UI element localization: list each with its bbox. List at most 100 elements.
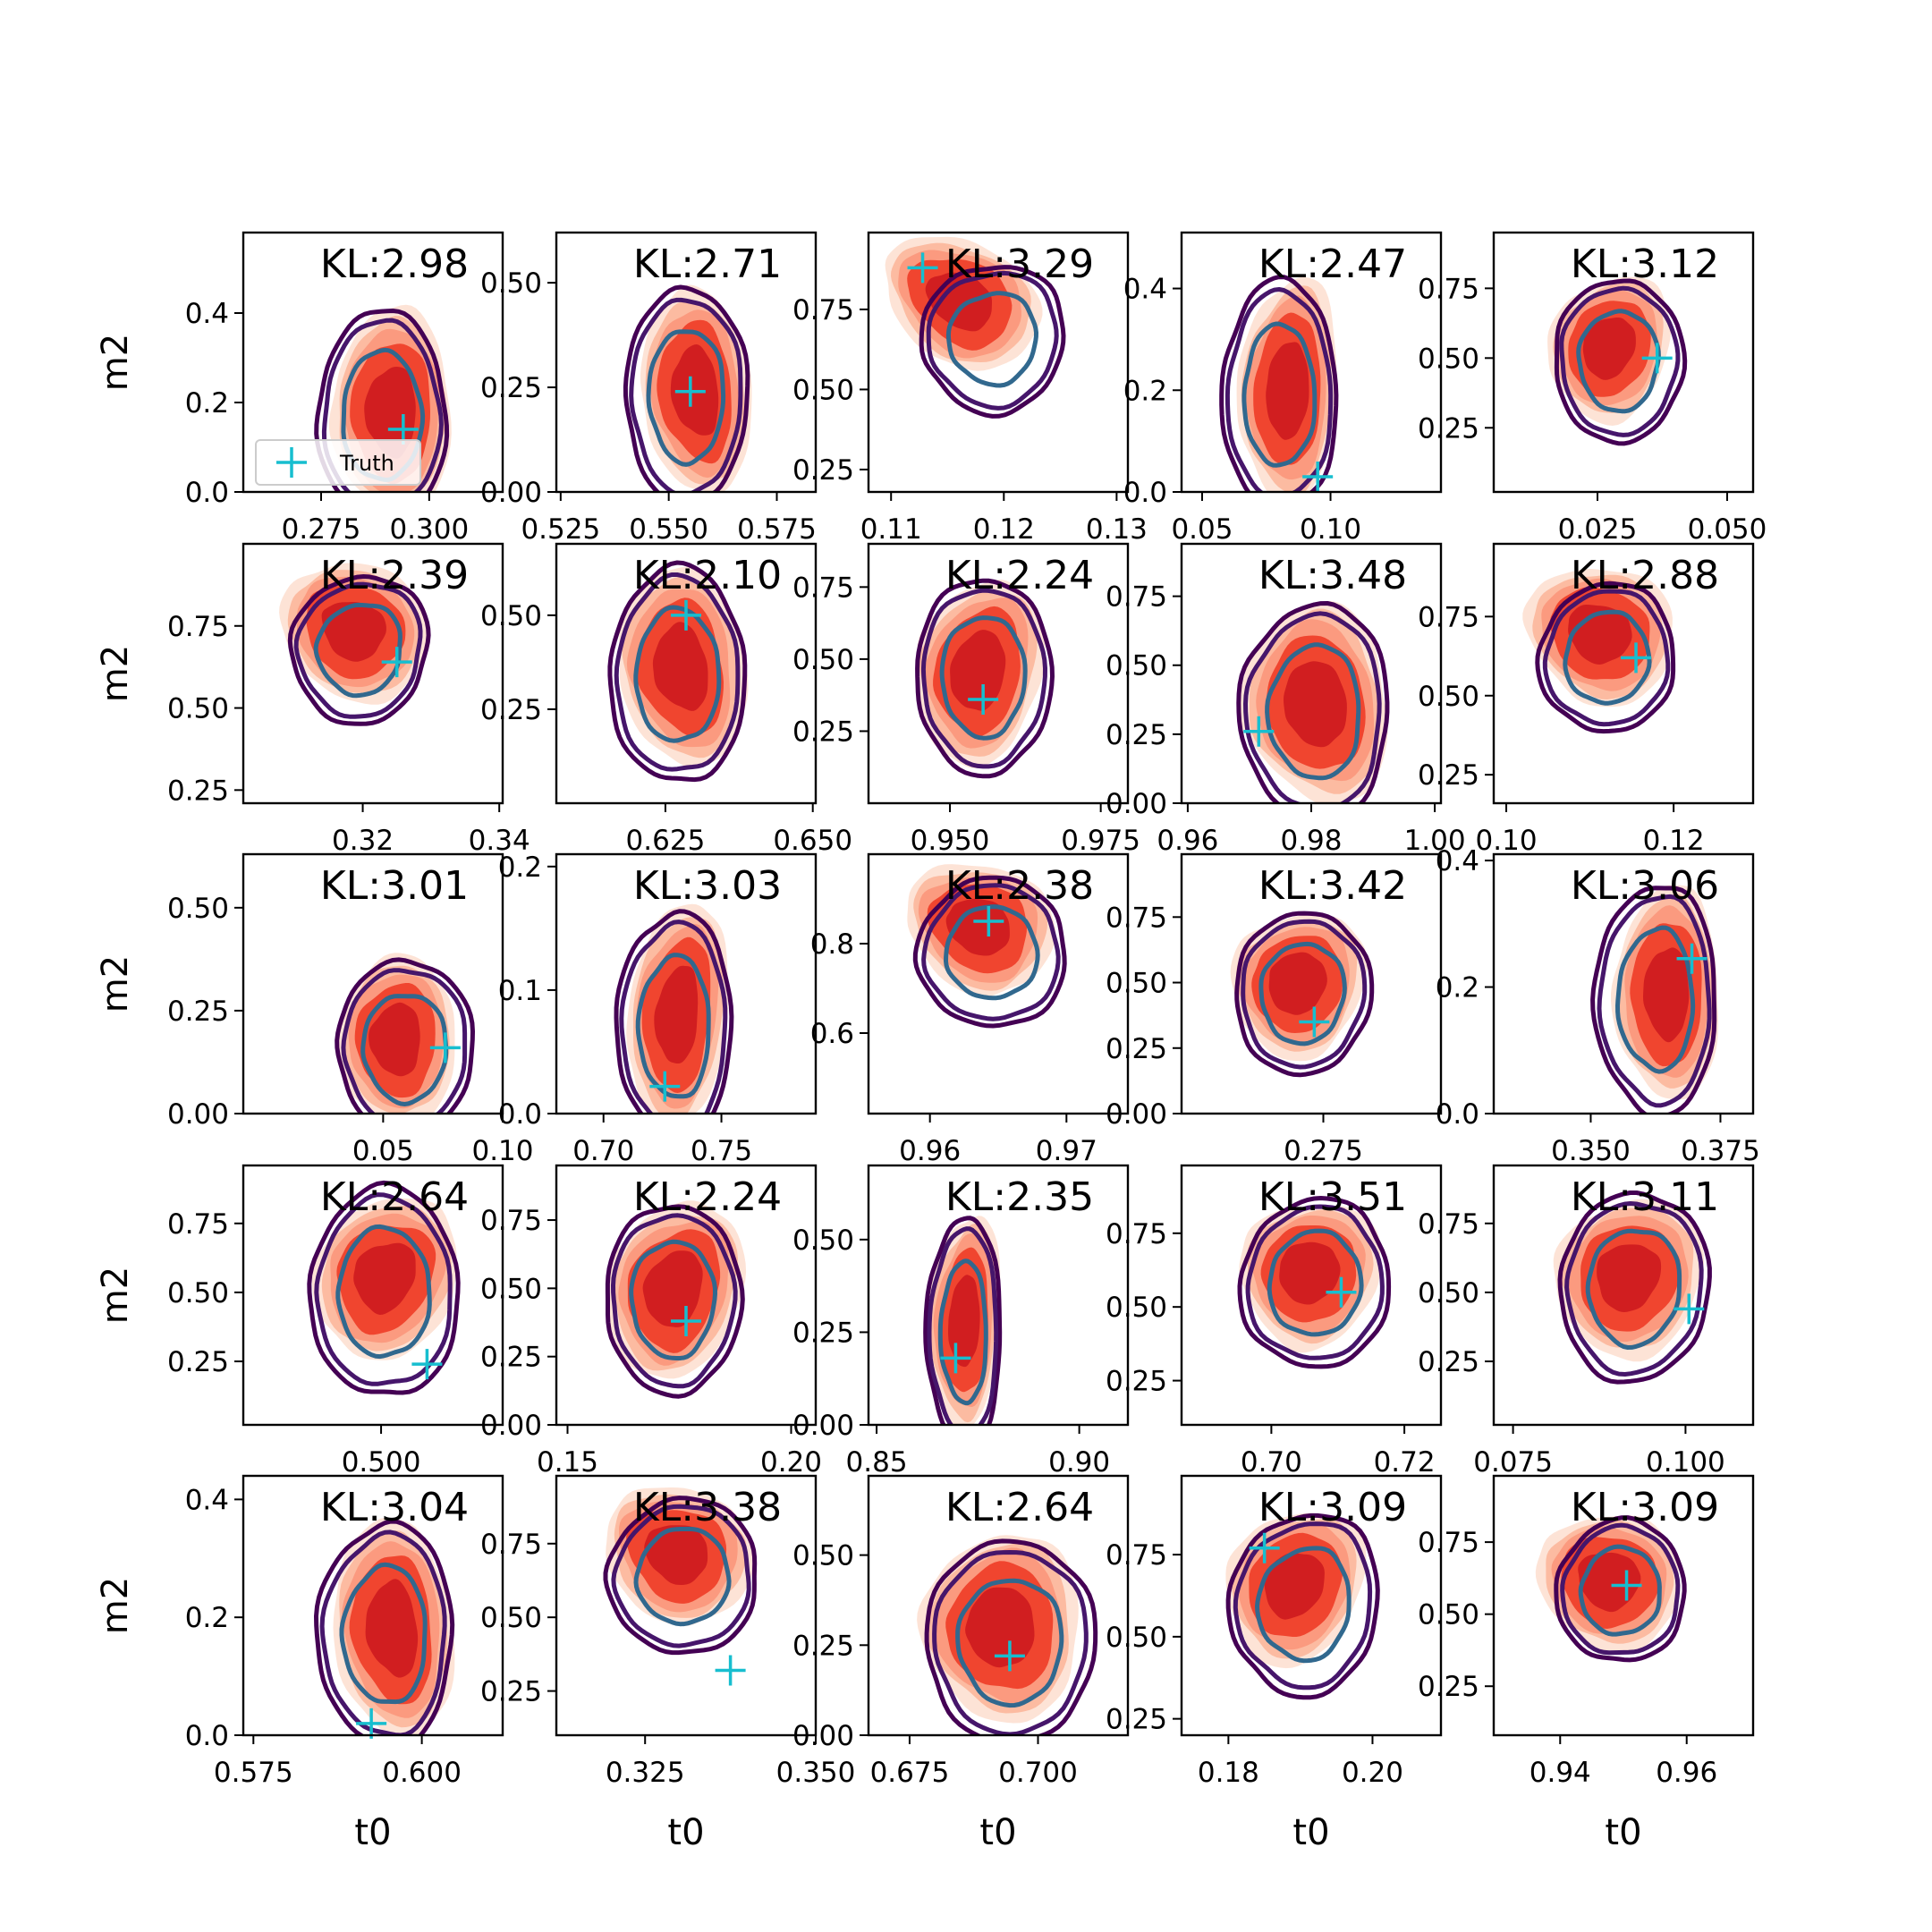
axes-frame <box>555 542 818 805</box>
reference-contour-3 <box>939 615 1028 741</box>
legend-label: Truth <box>339 451 394 476</box>
y-tick-label: 0.25 <box>1106 1033 1167 1065</box>
x-tick-label: 0.94 <box>1530 1757 1591 1789</box>
reference-contour-3 <box>646 329 726 467</box>
kl-annotation: KL:3.09 <box>1258 1485 1407 1530</box>
truth-marker <box>715 1655 746 1686</box>
x-tick-label: 0.650 <box>773 825 852 857</box>
posterior-density-level-5 <box>353 1242 416 1315</box>
reference-contour-3 <box>1258 941 1347 1046</box>
truth-marker <box>1641 343 1673 374</box>
x-tick-label: 0.11 <box>860 513 922 546</box>
subplot-16: 0.500 0.25 0.50 0.75 KL:2.64 m2 <box>95 1164 504 1479</box>
reference-contour-1 <box>1236 601 1390 803</box>
y-tick-label: 0.25 <box>1106 719 1167 751</box>
x-tick-label: 0.375 <box>1681 1135 1760 1167</box>
truth-marker <box>973 906 1004 936</box>
x-tick-label: 0.575 <box>737 513 817 546</box>
kl-annotation: KL:2.98 <box>320 242 469 287</box>
reference-contour-2 <box>611 1213 738 1389</box>
y-tick-label: 0.00 <box>1106 1098 1167 1131</box>
y-tick-label: 0.2 <box>498 852 542 884</box>
reference-contour-3 <box>1615 925 1696 1074</box>
y-tick-label: 0.00 <box>480 1410 542 1442</box>
x-tick-label: 0.275 <box>282 513 361 546</box>
subplot-13: 0.96 0.97 0.6 0.8 KL:2.38 <box>810 852 1130 1167</box>
x-tick-label: 0.98 <box>1280 825 1342 857</box>
subplot-20: 0.075 0.100 0.25 0.50 0.75 KL:3.11 <box>1418 1164 1755 1479</box>
posterior-density-level-5 <box>652 622 708 711</box>
y-tick-label: 0.75 <box>1418 1527 1479 1559</box>
x-tick-label: 0.600 <box>382 1757 462 1789</box>
reference-contour-2 <box>1597 894 1712 1108</box>
subplot-2: 0.525 0.550 0.575 0.00 0.25 0.50 KL:2.71 <box>480 231 818 546</box>
x-tick-label: 0.050 <box>1688 513 1767 546</box>
axes-frame <box>242 852 504 1115</box>
reference-contour-3 <box>944 904 1040 1001</box>
x-tick-label: 0.300 <box>389 513 469 546</box>
reference-contour-1 <box>924 1538 1098 1735</box>
reference-contour-1 <box>1219 275 1339 492</box>
axes-frame <box>555 231 818 494</box>
kl-annotation: KL:3.51 <box>1258 1174 1407 1220</box>
reference-contour-1 <box>915 578 1055 779</box>
x-tick-label: 0.20 <box>760 1446 822 1479</box>
y-tick-label: 0.50 <box>480 600 542 632</box>
y-tick-label: 0.50 <box>480 1602 542 1634</box>
posterior-density-level-5 <box>1268 952 1327 1015</box>
reference-contour-2 <box>321 318 444 492</box>
subplot-11: 0.05 0.10 0.00 0.25 0.50 KL:3.01 m2 <box>95 852 534 1167</box>
truth-marker <box>1326 1276 1357 1308</box>
y-tick-label: 0.50 <box>1418 1277 1479 1309</box>
plot-area <box>923 1216 1003 1425</box>
x-tick-label: 0.96 <box>899 1135 961 1167</box>
x-axis-label: t0 <box>979 1812 1016 1853</box>
y-tick-label: 0.50 <box>792 374 854 406</box>
x-tick-label: 0.96 <box>1656 1757 1717 1789</box>
truth-marker <box>429 1032 461 1063</box>
y-axis-label: m2 <box>95 645 136 702</box>
y-tick-label: 0.2 <box>185 387 229 419</box>
x-tick-label: 0.15 <box>537 1446 598 1479</box>
axes-frame <box>867 1164 1130 1427</box>
kl-annotation: KL:3.06 <box>1571 863 1719 909</box>
reference-contour-3 <box>633 605 722 743</box>
reference-contour-2 <box>314 1192 453 1386</box>
x-tick-label: 0.500 <box>342 1446 421 1479</box>
y-axis-label: m2 <box>95 1577 136 1634</box>
posterior-density-level-5 <box>1266 342 1309 440</box>
y-tick-label: 0.50 <box>167 693 229 725</box>
subplot-8: 0.950 0.975 0.25 0.50 0.75 KL:2.24 <box>792 542 1140 857</box>
plot-area <box>885 236 1066 419</box>
y-tick-label: 0.75 <box>1106 1218 1167 1250</box>
x-tick-label: 0.96 <box>1157 825 1218 857</box>
y-tick-label: 0.50 <box>792 644 854 676</box>
truth-marker <box>1621 642 1652 674</box>
reference-contour-2 <box>1560 1522 1681 1656</box>
y-tick-label: 0.75 <box>1418 601 1479 633</box>
truth-marker <box>1299 1006 1330 1038</box>
kl-annotation: KL:2.88 <box>1571 553 1719 598</box>
legend-truth-marker <box>276 447 307 478</box>
truth-marker <box>411 1349 443 1380</box>
x-axis-label: t0 <box>354 1812 391 1853</box>
y-tick-label: 0.00 <box>792 1410 854 1442</box>
reference-contour-2 <box>1224 287 1334 492</box>
posterior-density-level-5 <box>1264 1553 1325 1620</box>
reference-contour-2 <box>1241 919 1368 1070</box>
y-tick-label: 0.1 <box>498 975 542 1007</box>
reference-contour-3 <box>1241 321 1318 468</box>
plot-area <box>603 1487 758 1656</box>
y-tick-label: 0.25 <box>1106 1366 1167 1398</box>
reference-contour-1 <box>919 265 1066 419</box>
plot-area <box>1219 275 1339 492</box>
subplot-6: 0.32 0.34 0.25 0.50 0.75 KL:2.39 m2 <box>95 542 530 857</box>
x-tick-label: 0.025 <box>1558 513 1638 546</box>
y-tick-label: 0.25 <box>1106 1704 1167 1736</box>
axes-frame <box>867 542 1130 805</box>
plot-area <box>623 284 752 492</box>
y-tick-label: 0.50 <box>1106 968 1167 1000</box>
x-tick-label: 0.85 <box>846 1446 908 1479</box>
posterior-density-level-5 <box>321 602 386 662</box>
posterior-density-level-5 <box>965 1587 1035 1668</box>
